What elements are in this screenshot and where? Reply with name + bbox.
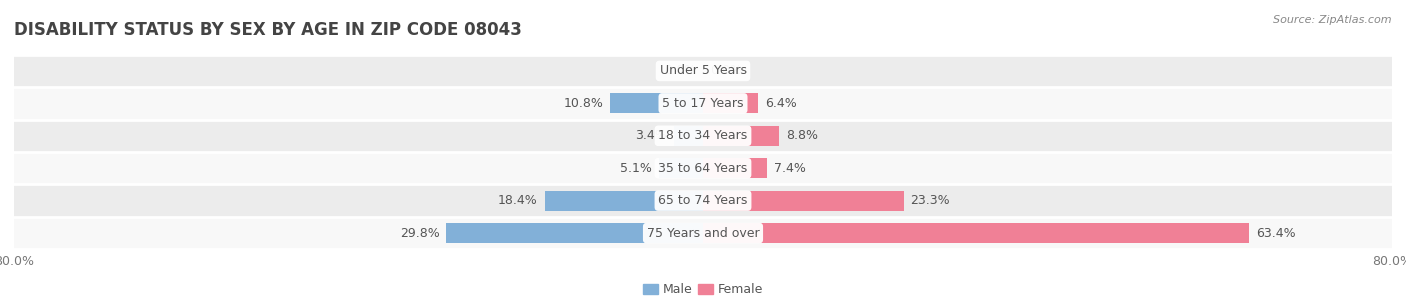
Text: 63.4%: 63.4% (1256, 226, 1295, 240)
Bar (703, 223, 1249, 243)
Text: 75 Years and over: 75 Years and over (647, 226, 759, 240)
Text: 5 to 17 Years: 5 to 17 Years (662, 97, 744, 110)
Text: 8.8%: 8.8% (786, 129, 818, 142)
Text: Under 5 Years: Under 5 Years (659, 64, 747, 78)
Bar (610, 93, 703, 113)
Bar (446, 223, 703, 243)
Bar (14, 185, 1392, 217)
Text: 23.3%: 23.3% (911, 194, 950, 207)
Text: 3.4%: 3.4% (636, 129, 666, 142)
Bar (14, 87, 1392, 119)
Text: 18.4%: 18.4% (498, 194, 537, 207)
Text: 10.8%: 10.8% (564, 97, 603, 110)
Bar (14, 55, 1392, 87)
Text: 65 to 74 Years: 65 to 74 Years (658, 194, 748, 207)
Bar (544, 191, 703, 211)
Bar (703, 158, 766, 178)
Bar (703, 191, 904, 211)
Bar (703, 126, 779, 146)
Text: Source: ZipAtlas.com: Source: ZipAtlas.com (1274, 15, 1392, 25)
Text: 6.4%: 6.4% (765, 97, 797, 110)
Bar (14, 119, 1392, 152)
Bar (673, 126, 703, 146)
Text: 29.8%: 29.8% (399, 226, 440, 240)
Text: 7.4%: 7.4% (773, 162, 806, 175)
Bar (659, 158, 703, 178)
Bar (14, 217, 1392, 249)
Text: 35 to 64 Years: 35 to 64 Years (658, 162, 748, 175)
Legend: Male, Female: Male, Female (638, 278, 768, 301)
Text: 0.0%: 0.0% (664, 64, 696, 78)
Text: 0.0%: 0.0% (710, 64, 742, 78)
Text: DISABILITY STATUS BY SEX BY AGE IN ZIP CODE 08043: DISABILITY STATUS BY SEX BY AGE IN ZIP C… (14, 21, 522, 39)
Text: 5.1%: 5.1% (620, 162, 652, 175)
Bar (14, 152, 1392, 185)
Text: 18 to 34 Years: 18 to 34 Years (658, 129, 748, 142)
Bar (703, 93, 758, 113)
